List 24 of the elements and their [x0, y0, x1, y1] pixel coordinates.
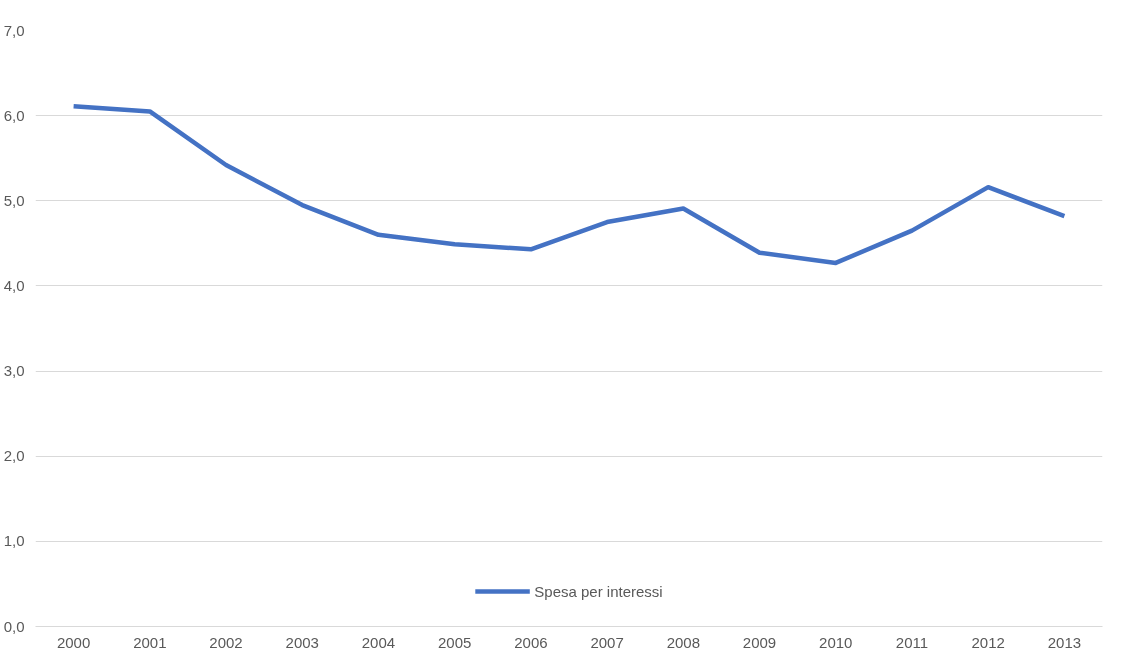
x-tick-label: 2002: [209, 633, 243, 651]
x-tick-label: 2006: [514, 633, 548, 651]
x-tick-label: 2010: [819, 633, 853, 651]
y-tick-label: 3,0: [3, 362, 25, 380]
x-tick-label: 2007: [590, 633, 624, 651]
y-tick-label: 0,0: [3, 617, 25, 635]
y-tick-label: 5,0: [3, 191, 25, 209]
y-tick-label: 7,0: [3, 21, 25, 39]
x-tick-label: 2013: [1047, 633, 1082, 651]
x-tick-label: 2008: [666, 633, 701, 651]
x-tick-label: 2005: [437, 633, 472, 651]
y-tick-label: 6,0: [3, 106, 25, 124]
x-tick-label: 2011: [895, 633, 929, 651]
x-tick-label: 2003: [285, 633, 319, 651]
line-series: [71, 104, 1067, 266]
x-tick-label: 2000: [56, 633, 91, 651]
y-tick-label: 2,0: [3, 447, 25, 465]
y-tick-label: 1,0: [3, 532, 25, 550]
x-tick-label: 2001: [133, 633, 167, 651]
x-tick-label: 2004: [361, 633, 396, 651]
y-tick-label: 4,0: [3, 276, 25, 294]
legend-label: Spesa per interessi: [534, 582, 663, 600]
x-tick-label: 2012: [971, 633, 1005, 651]
x-tick-label: 2009: [742, 633, 777, 651]
